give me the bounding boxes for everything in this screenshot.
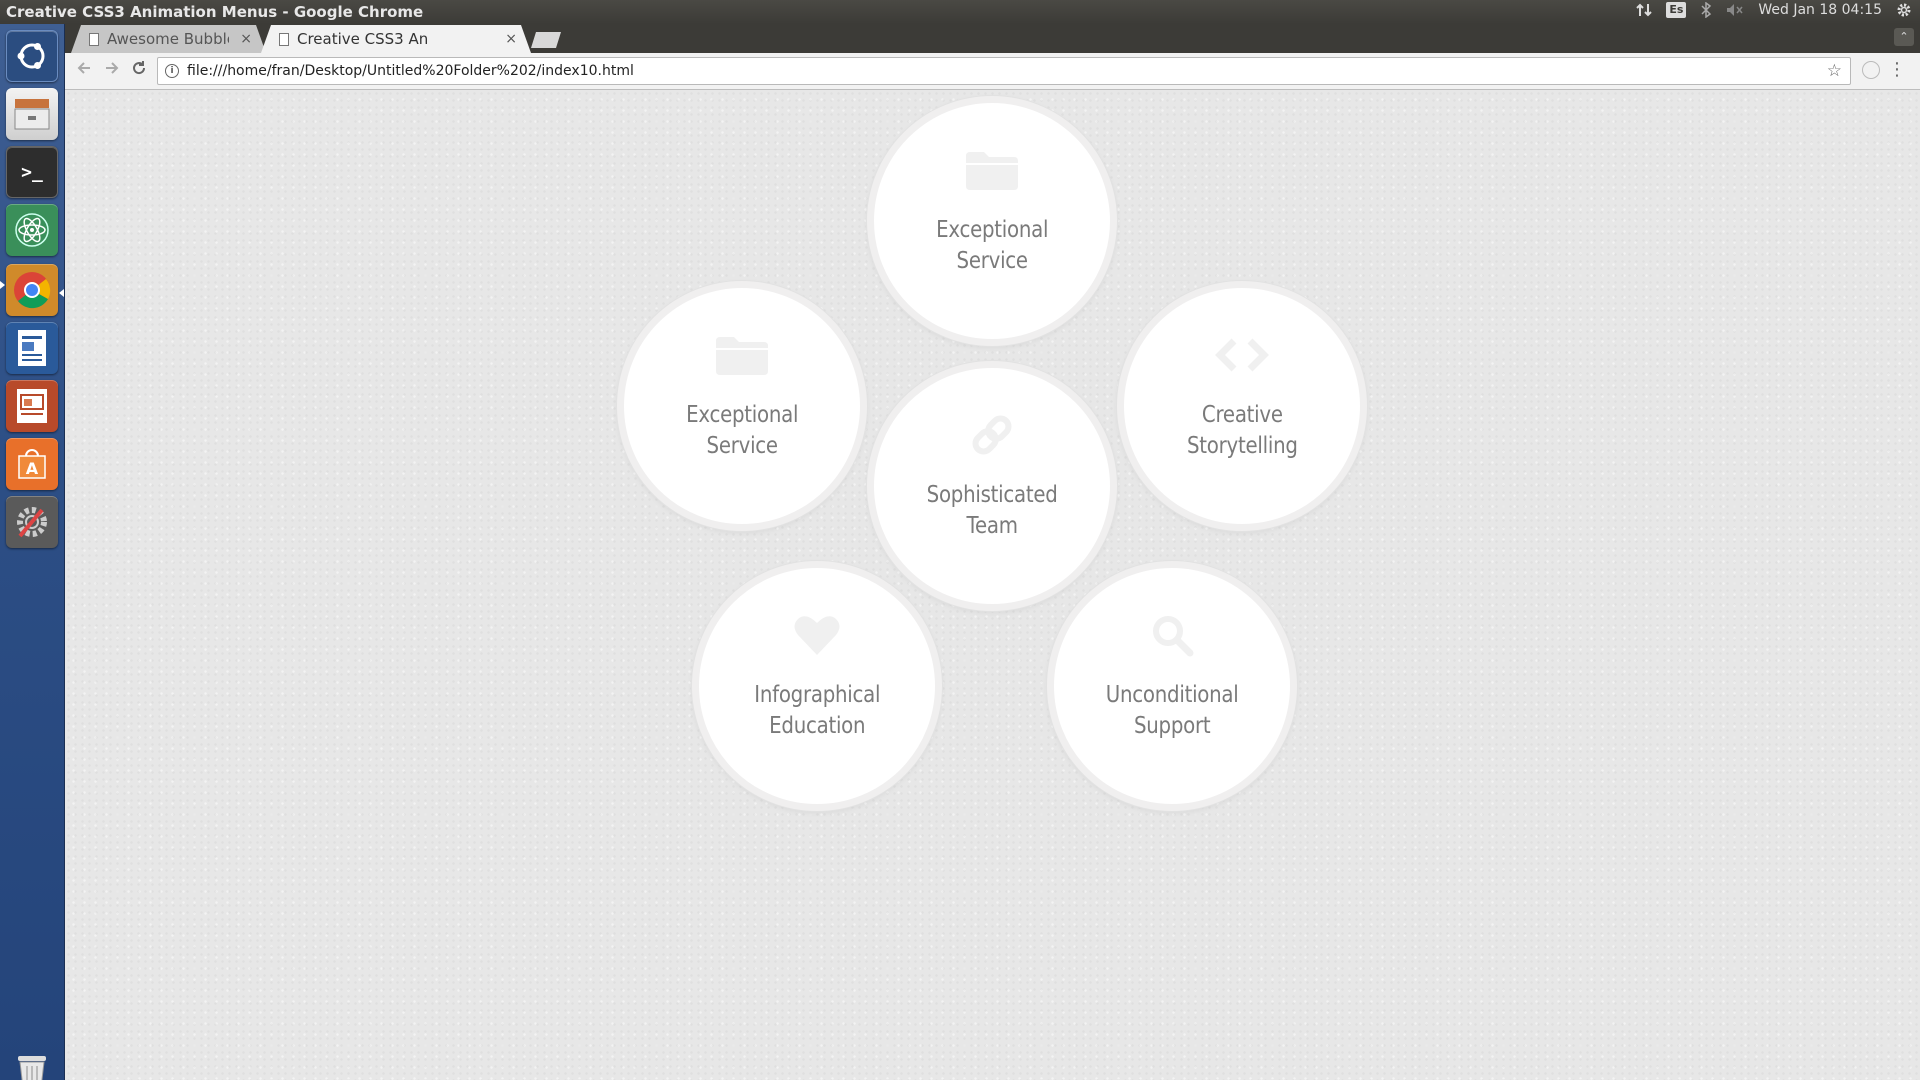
bubble-label: Exceptional Service — [686, 400, 798, 462]
bubble-label: Infographical Education — [754, 680, 880, 742]
bubble-label-line2: Support — [1133, 713, 1211, 739]
impress-slide-icon[interactable] — [6, 380, 58, 432]
keyboard-icon[interactable]: Es — [1666, 2, 1687, 18]
chrome-icon[interactable] — [6, 264, 58, 316]
folder-icon — [962, 145, 1022, 195]
bluetooth-icon[interactable] — [1700, 2, 1712, 18]
bubble-sophisticated-team[interactable]: Sophisticated Team — [867, 361, 1117, 611]
settings-gear-icon[interactable] — [1896, 2, 1912, 18]
reload-button[interactable] — [128, 60, 150, 82]
bubble-label-line2: Service — [706, 433, 778, 459]
bubble-label-line1: Sophisticated — [926, 482, 1058, 508]
panel-indicators: Es Wed Jan 18 04:15 — [1636, 2, 1912, 18]
bubble-infographical-education[interactable]: Infographical Education — [692, 561, 942, 811]
bubble-label: Sophisticated Team — [927, 480, 1058, 542]
ubuntu-logo-icon[interactable] — [6, 30, 58, 82]
page-icon — [89, 33, 99, 46]
folder-icon — [712, 330, 772, 380]
profile-icon[interactable]: ⌃ — [1894, 28, 1914, 46]
link-icon — [962, 410, 1022, 460]
url-text[interactable]: file:///home/fran/Desktop/Untitled%20Fol… — [187, 63, 634, 79]
address-bar[interactable]: i file:///home/fran/Desktop/Untitled%20F… — [157, 57, 1851, 85]
file-cabinet-icon[interactable] — [6, 88, 58, 140]
bubble-label-line1: Unconditional — [1105, 682, 1239, 708]
bubble-label-line1: Creative — [1201, 402, 1283, 428]
page-icon — [279, 33, 289, 46]
bubble-label-line2: Education — [768, 713, 866, 739]
bubble-label-line1: Exceptional — [935, 217, 1049, 243]
top-panel: Creative CSS3 Animation Menus - Google C… — [0, 0, 1920, 24]
software-bag-icon[interactable]: A — [6, 438, 58, 490]
page-content: Exceptional Service Exceptional Service … — [65, 90, 1920, 1080]
back-button[interactable] — [73, 60, 95, 82]
bubble-exceptional-service-top[interactable]: Exceptional Service — [867, 96, 1117, 346]
tab-awesome-bubble[interactable]: Awesome Bubble M × — [71, 25, 266, 53]
terminal-icon[interactable]: >_ — [6, 146, 58, 198]
tab-label: Awesome Bubble M — [107, 30, 227, 48]
menu-dots-icon[interactable]: ⋮ — [1888, 59, 1906, 80]
clock[interactable]: Wed Jan 18 04:15 — [1758, 2, 1882, 18]
bubble-label: Exceptional Service — [936, 215, 1048, 277]
tab-strip: Awesome Bubble M × Creative CSS3 Anim × … — [65, 24, 1920, 53]
tab-label: Creative CSS3 Anim — [297, 30, 427, 48]
forward-button[interactable] — [101, 60, 123, 82]
volume-muted-icon[interactable] — [1726, 3, 1744, 17]
network-transfer-icon[interactable] — [1636, 2, 1653, 18]
bubble-label-line2: Service — [956, 248, 1028, 274]
browser-toolbar: i file:///home/fran/Desktop/Untitled%20F… — [65, 53, 1920, 90]
bubble-label: Creative Storytelling — [1187, 400, 1298, 462]
bookmark-star-icon[interactable]: ☆ — [1826, 61, 1842, 81]
bubble-label: Unconditional Support — [1106, 680, 1239, 742]
running-indicator — [0, 281, 5, 289]
new-tab-button[interactable] — [531, 32, 561, 48]
bubble-creative-storytelling[interactable]: Creative Storytelling — [1117, 281, 1367, 531]
atom-icon[interactable] — [6, 204, 58, 256]
launcher: >_ A — [0, 24, 65, 1080]
bubble-exceptional-service-left[interactable]: Exceptional Service — [617, 281, 867, 531]
bubble-label-line1: Infographical — [754, 682, 880, 708]
focus-indicator — [59, 289, 64, 297]
code-brackets-icon — [1212, 330, 1272, 380]
tab-creative-css3[interactable]: Creative CSS3 Anim × — [261, 25, 531, 53]
heart-icon — [787, 610, 847, 660]
settings-tools-icon[interactable] — [6, 496, 58, 548]
info-icon[interactable]: i — [165, 64, 179, 78]
bubble-label-line1: Exceptional — [685, 402, 799, 428]
bubble-label-line2: Storytelling — [1186, 433, 1298, 459]
bubble-label-line2: Team — [966, 513, 1018, 539]
extension-icon[interactable] — [1862, 61, 1880, 79]
close-icon[interactable]: × — [240, 31, 252, 47]
search-icon — [1142, 610, 1202, 660]
writer-doc-icon[interactable] — [6, 322, 58, 374]
bubble-unconditional-support[interactable]: Unconditional Support — [1047, 561, 1297, 811]
window-title: Creative CSS3 Animation Menus - Google C… — [6, 3, 424, 21]
svg-text:A: A — [26, 459, 39, 478]
trash-icon[interactable] — [6, 1044, 58, 1080]
close-icon[interactable]: × — [505, 31, 517, 47]
